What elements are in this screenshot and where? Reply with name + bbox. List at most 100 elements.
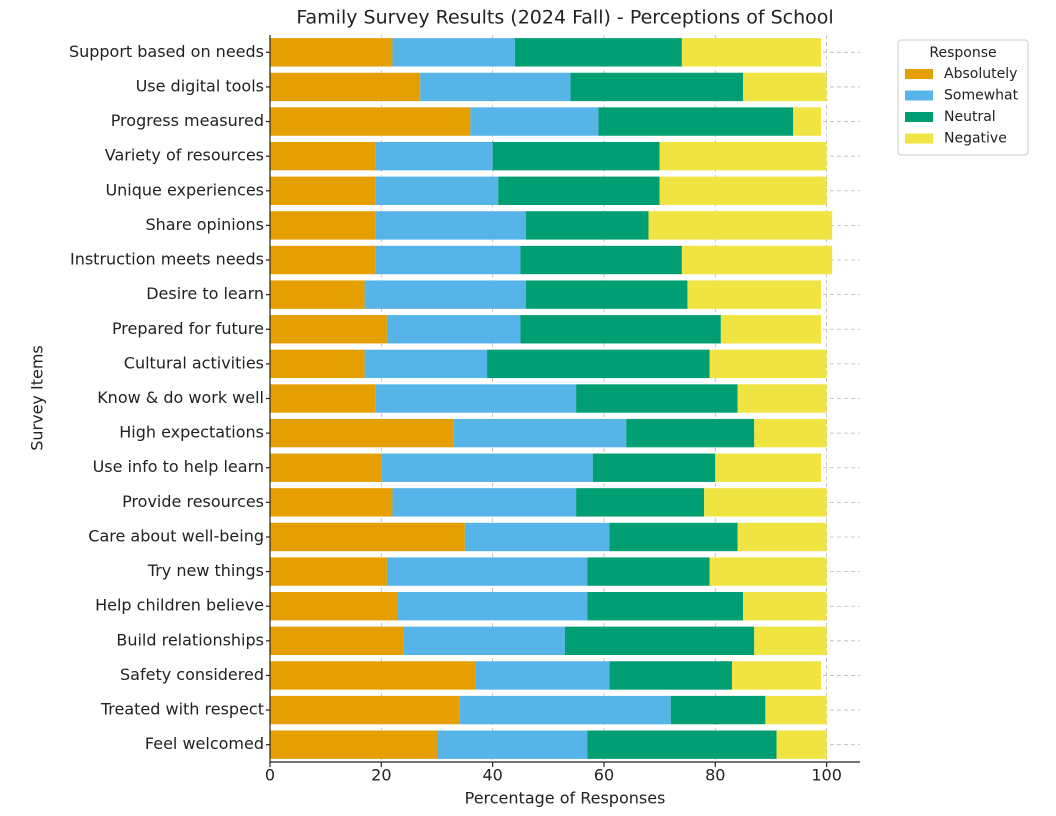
bar-segment: [364, 280, 527, 309]
bar-segment: [436, 730, 588, 759]
bar-segment: [375, 384, 577, 413]
bar-segment: [587, 730, 777, 759]
bar-segment: [670, 695, 766, 725]
bar-segment: [709, 349, 827, 379]
bar-segment: [743, 72, 827, 102]
bar-segment: [392, 488, 577, 517]
bar-segment: [270, 418, 454, 448]
bar-segment: [592, 453, 716, 482]
bar-segment: [453, 418, 627, 448]
bar-segment: [270, 730, 437, 759]
y-tick-label: Help children believe: [95, 596, 264, 615]
bar-segment: [765, 695, 827, 725]
bar-segment: [270, 626, 404, 656]
x-tick-label: 40: [482, 766, 502, 785]
y-tick-label: Care about well-being: [88, 526, 264, 545]
legend-title: Response: [929, 45, 996, 61]
legend-label: Neutral: [944, 109, 996, 125]
bar-segment: [470, 107, 599, 136]
bar-segment: [793, 107, 822, 136]
bar-segment: [375, 141, 493, 171]
bar-segment: [364, 349, 488, 379]
bar-segment: [587, 592, 744, 621]
bar-segment: [459, 695, 671, 725]
bar-segment: [587, 557, 710, 586]
legend-label: Absolutely: [944, 66, 1017, 82]
bar-segment: [754, 418, 827, 448]
bar-segment: [648, 211, 833, 240]
y-tick-label: High expectations: [119, 423, 264, 442]
bar-segment: [687, 280, 822, 309]
x-tick-label: 60: [594, 766, 614, 785]
bar-segment: [270, 245, 376, 275]
bar-segment: [743, 592, 827, 621]
bar-segment: [570, 72, 744, 102]
bar-segment: [704, 488, 827, 517]
bar-segment: [270, 38, 393, 67]
bar-segment: [270, 176, 376, 205]
legend-label: Negative: [944, 131, 1007, 147]
bar-segment: [270, 107, 471, 136]
y-tick-label: Instruction meets needs: [70, 250, 264, 269]
bar-segment: [270, 384, 376, 413]
bar-segment: [270, 453, 382, 482]
bar-segment: [403, 626, 565, 656]
y-tick-label: Cultural activities: [124, 353, 264, 372]
bar-segment: [681, 245, 833, 275]
y-tick-label: Use digital tools: [136, 76, 264, 95]
bar-segment: [626, 418, 755, 448]
bar-segment: [681, 38, 822, 67]
bar-segment: [375, 176, 499, 205]
x-tick-label: 80: [705, 766, 725, 785]
bar-segment: [398, 592, 588, 621]
bar-segment: [737, 384, 827, 413]
legend-box: [897, 39, 1029, 156]
x-axis-label: Percentage of Responses: [465, 789, 666, 808]
bar-segment: [498, 176, 660, 205]
bar-segment: [270, 661, 476, 690]
bar-segment: [715, 453, 822, 482]
y-tick-label: Try new things: [147, 561, 264, 580]
x-tick-label: 0: [265, 766, 275, 785]
y-tick-label: Know & do work well: [97, 388, 264, 407]
y-tick-label: Safety considered: [120, 665, 264, 684]
y-tick-label: Progress measured: [111, 111, 264, 130]
y-axis-label: Survey Items: [28, 345, 47, 451]
bar-segment: [659, 176, 827, 205]
legend-swatch: [905, 112, 933, 122]
bar-segment: [270, 72, 421, 102]
y-tick-label: Feel welcomed: [145, 734, 264, 753]
bar-segment: [576, 488, 705, 517]
bar-segment: [520, 315, 721, 344]
bar-segment: [270, 349, 365, 379]
bar-segment: [598, 107, 794, 136]
bar-segment: [386, 315, 521, 344]
legend-swatch: [905, 90, 933, 101]
bar-segment: [270, 592, 399, 621]
y-tick-label: Desire to learn: [146, 284, 264, 303]
bar-segment: [487, 349, 710, 379]
bar-segment: [576, 384, 738, 413]
bar-segment: [609, 661, 732, 690]
bar-segment: [270, 522, 465, 552]
bar-segment: [420, 72, 571, 102]
bar-segment: [492, 141, 660, 171]
legend-swatch: [905, 133, 933, 144]
bar-segment: [754, 626, 827, 656]
bar-segment: [375, 245, 521, 275]
y-tick-label: Provide resources: [122, 492, 264, 511]
bar-segment: [526, 280, 688, 309]
bar-segment: [737, 522, 827, 552]
bar-segment: [520, 245, 682, 275]
bar-segment: [392, 38, 515, 67]
y-tick-label: Variety of resources: [105, 146, 264, 165]
bar-segment: [565, 626, 755, 656]
bar-segment: [514, 38, 682, 67]
bar-segment: [270, 141, 376, 171]
bar-segment: [375, 211, 527, 240]
bar-segment: [270, 695, 460, 725]
y-tick-label: Unique experiences: [105, 180, 264, 199]
bar-segment: [270, 557, 387, 586]
bar-segment: [386, 557, 588, 586]
